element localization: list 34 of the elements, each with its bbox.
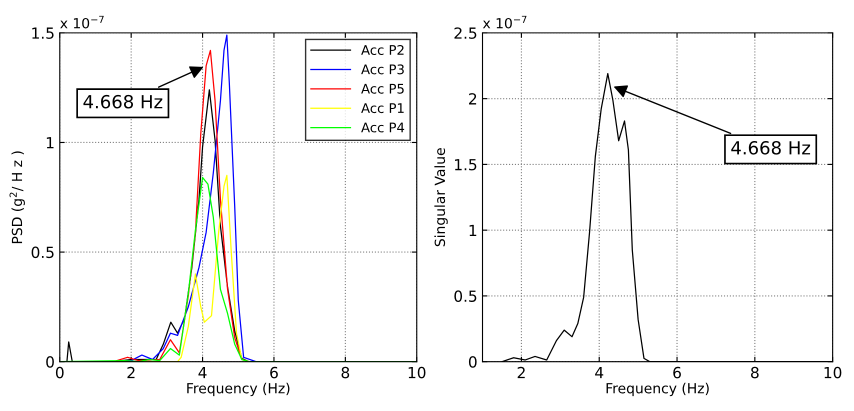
y-tick-label: 1 — [470, 224, 476, 236]
x-tick-label: 4 — [198, 367, 207, 378]
x-tick-label: 2 — [518, 366, 525, 378]
text: x 10$^{−7}$ — [482, 16, 526, 28]
x-tick-label: 6 — [270, 366, 278, 378]
x-tick-label: 10 — [408, 366, 426, 378]
annotation: 4.668 Hz — [83, 94, 162, 108]
y-axis-title: Singular Value — [434, 148, 448, 246]
legend-label: Acc P5 — [361, 84, 404, 94]
y-tick-label: 2.5 — [454, 27, 476, 39]
y-tick-label: 2 — [469, 93, 476, 104]
y-tick-label: 1 — [46, 137, 54, 148]
y-tick-label: 0.5 — [32, 246, 54, 258]
x-tick-label: 4 — [595, 367, 604, 378]
x-tick-label: 8 — [751, 366, 759, 378]
y-axis-title: PSD (g$^{2}$/ H z ) — [10, 151, 25, 244]
x-axis-title: Frequency (Hz) — [606, 382, 709, 396]
x-axis-title: Frequency (Hz) — [187, 382, 290, 396]
y-tick-label: 1.5 — [455, 159, 476, 170]
legend-label: Acc P3 — [361, 64, 404, 74]
text: x 10$^{−7}$ — [60, 16, 104, 28]
legend-label: Acc P4 — [361, 122, 404, 132]
legend-label: Acc P2 — [361, 44, 404, 55]
x-tick-label: 6 — [673, 366, 681, 378]
x-tick-label: 0 — [56, 366, 64, 378]
annotation: 4.668 Hz — [731, 140, 810, 155]
y-tick-label: 1.5 — [32, 28, 54, 39]
legend-label: Acc P1 — [361, 103, 404, 114]
x-tick-label: 8 — [342, 366, 350, 378]
x-tick-label: 2 — [127, 366, 135, 378]
y-tick-label: 0 — [468, 356, 477, 368]
y-tick-label: 0.5 — [454, 290, 476, 302]
x-tick-label: 10 — [824, 366, 842, 378]
y-tick-label: 0 — [46, 356, 54, 368]
